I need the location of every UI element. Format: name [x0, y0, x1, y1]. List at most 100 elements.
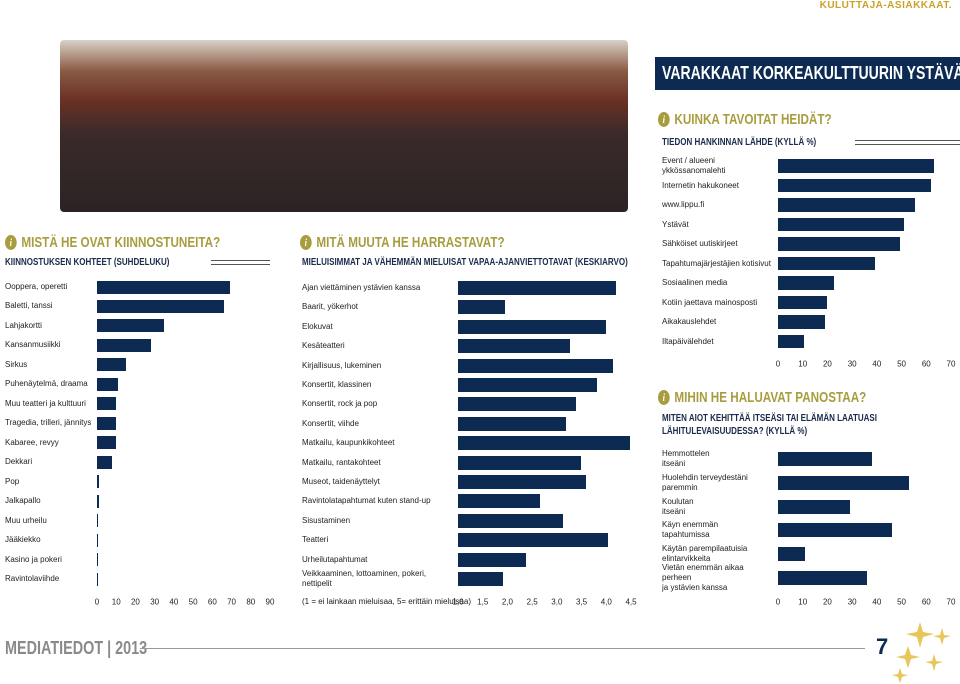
bar [458, 572, 503, 586]
category-label: Jalkapallo [5, 496, 41, 506]
x-tick-label: 4,0 [600, 597, 612, 607]
category-label: www.lippu.fi [662, 200, 705, 209]
bar [458, 416, 567, 431]
bar [458, 475, 587, 489]
bar [458, 281, 617, 295]
bar [97, 494, 99, 508]
x-tick-label: 1,5 [477, 597, 489, 607]
x-tick-label: 0 [775, 597, 781, 607]
bar [778, 499, 850, 514]
stars [892, 622, 951, 683]
category-label: Koulutan itseäni [662, 496, 694, 516]
x-tick-label: 40 [169, 597, 179, 607]
x-tick-label: 30 [847, 359, 857, 369]
bar [458, 339, 571, 354]
category-label: Muu urheilu [5, 515, 47, 525]
footer-rule [140, 648, 865, 649]
bar [97, 455, 113, 469]
bar [778, 178, 932, 193]
category-label: Ajan viettäminen ystävien kanssa [302, 283, 421, 292]
x-tick-label: 80 [246, 597, 256, 607]
bar [458, 397, 577, 412]
bar [778, 276, 835, 290]
x-tick-label: 20 [822, 359, 832, 369]
category-label: Kotiin jaettava mainosposti [662, 297, 758, 307]
category-label: Sisustaminen [302, 515, 351, 525]
x-tick-label: 2,5 [526, 597, 538, 607]
category-label: Vietän enemmän aikaa perheen ja ystävien… [662, 563, 744, 592]
bar [97, 299, 224, 313]
category-label: Ystävät [662, 219, 689, 229]
info-icon: i [300, 235, 312, 250]
x-tick-label: 60 [921, 359, 931, 369]
subtitle-text: MITEN AIOT KEHITTÄÄ ITSEÄSI TAI ELÄMÄN L… [662, 413, 877, 437]
x-tick-label: 30 [150, 597, 160, 607]
category-label: Ooppera, operetti [5, 282, 68, 291]
x-tick-label: 70 [946, 359, 956, 369]
bar [97, 319, 165, 333]
chart-subtitle: KIINNOSTUKSEN KOHTEET (SUHDELUKU) [5, 257, 270, 268]
category-label: Konsertit, rock ja pop [302, 399, 378, 409]
category-label: Tragedia, trilleri, jännitys [5, 418, 92, 428]
bar [97, 533, 98, 547]
page-number: 7 [876, 634, 889, 659]
footer-publication: MEDIATIEDOT | 2013 [5, 638, 148, 658]
chart-subtitle: MITEN AIOT KEHITTÄÄ ITSEÄSI TAI ELÄMÄN L… [662, 412, 960, 438]
section-heading: i MITÄ MUUTA HE HARRASTAVAT? [300, 234, 505, 251]
section-heading: i KUINKA TAVOITAT HEIDÄT? [658, 111, 832, 128]
category-label: Lahjakortti [5, 320, 42, 330]
bar [458, 358, 614, 373]
x-tick-label: 50 [897, 359, 907, 369]
info-icon: i [658, 390, 670, 405]
category-label: Puhenäytelmä, draama [5, 379, 88, 389]
category-label: Kirjallisuus, lukeminen [302, 360, 382, 370]
bar [97, 514, 98, 528]
x-tick-label: 2,0 [501, 597, 513, 607]
bar [778, 295, 827, 310]
bar [458, 494, 541, 509]
heading-text: KUINKA TAVOITAT HEIDÄT? [674, 111, 832, 128]
x-tick-label: 10 [798, 359, 808, 369]
category-label: Jääkiekko [5, 535, 41, 545]
bar [778, 198, 916, 212]
x-tick-label: 20 [822, 597, 832, 607]
chart-subtitle: TIEDON HANKINNAN LÄHDE (KYLLÄ %) [662, 137, 960, 148]
bar [458, 300, 505, 315]
x-tick-label: 0 [775, 359, 781, 369]
x-tick-label: 3,5 [576, 597, 588, 607]
bar [458, 513, 564, 528]
x-tick-label: 0 [94, 597, 100, 607]
bar [97, 475, 99, 489]
bar [97, 280, 230, 294]
category-label: Käytän parempilaatuisia elintarvikkeita [662, 544, 748, 564]
heading-text: MISTÄ HE OVAT KIINNOSTUNEITA? [21, 234, 221, 251]
photo [60, 40, 628, 212]
category-label: Pop [5, 476, 20, 486]
x-tick-label: 70 [946, 597, 956, 607]
x-tick-label: 50 [897, 597, 907, 607]
x-tick-label: 20 [130, 597, 140, 607]
category-label: Muu teatteri ja kulttuuri [5, 398, 86, 408]
category-label: Sirkus [5, 359, 28, 369]
category-label: Kansanmusiikki [5, 340, 61, 350]
heading-text: MIHIN HE HALUAVAT PANOSTAA? [674, 389, 867, 406]
x-tick-label: 3,0 [551, 597, 563, 607]
bar [778, 256, 876, 271]
category-label: Internetin hakukoneet [662, 180, 739, 190]
bar [778, 452, 872, 466]
category-label: Baletti, tanssi [5, 301, 53, 311]
subtitle-text: KIINNOSTUKSEN KOHTEET (SUHDELUKU) [5, 257, 170, 268]
category-label: Teatteri [302, 535, 329, 545]
x-tick-label: 60 [921, 597, 931, 607]
subtitle-text: MIELUISIMMAT JA VÄHEMMÄN MIELUISAT VAPAA… [302, 257, 628, 268]
category-label: Urheilutapahtumat [302, 554, 368, 564]
bar [97, 436, 117, 450]
bar [458, 378, 597, 392]
bar [458, 552, 527, 567]
category-label: Kabaree, revyy [5, 437, 59, 447]
x-tick-label: 30 [847, 597, 857, 607]
category-label: Hemmottelen itseäni [662, 449, 710, 468]
bar [458, 436, 630, 451]
x-tick-label: 4,5 [625, 597, 637, 607]
